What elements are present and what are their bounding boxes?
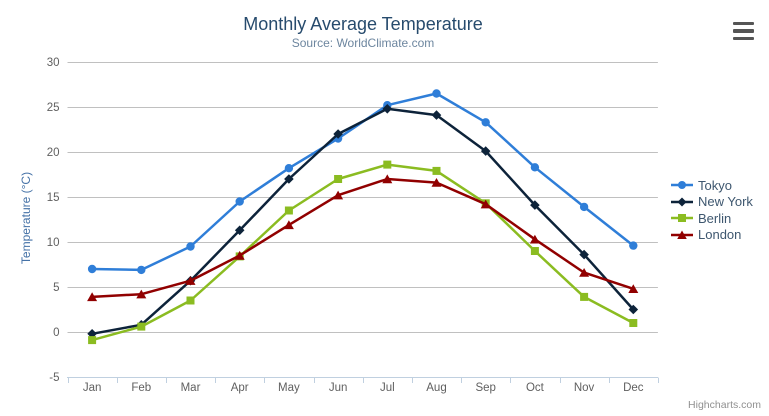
hamburger-menu-icon <box>733 29 754 33</box>
legend-item-new-york[interactable]: New York <box>671 194 753 211</box>
data-point-new-york[interactable] <box>333 129 343 139</box>
series-line-tokyo <box>90 92 635 272</box>
x-axis-tick-label: Jul <box>380 382 395 394</box>
x-axis-tick-label: Nov <box>574 382 595 394</box>
data-point-berlin[interactable] <box>137 322 146 331</box>
data-point-tokyo[interactable] <box>186 242 195 251</box>
y-axis-tick-label: 15 <box>47 192 60 204</box>
data-point-london[interactable] <box>185 276 196 285</box>
legend-item-tokyo[interactable]: Tokyo <box>671 177 753 194</box>
data-point-new-york[interactable] <box>628 304 639 315</box>
data-point-new-york[interactable] <box>530 200 540 210</box>
data-point-berlin[interactable] <box>334 175 343 183</box>
legend-item-label: Berlin <box>698 210 732 226</box>
y-axis-tick-label: 5 <box>53 282 59 294</box>
export-menu-button[interactable] <box>733 22 754 40</box>
x-axis-tick-label: Jan <box>83 382 102 394</box>
data-point-new-york[interactable] <box>431 110 442 120</box>
data-point-london[interactable] <box>333 190 344 200</box>
y-axis-tick-label: 0 <box>53 327 59 339</box>
y-axis-tick-label: 10 <box>47 237 60 249</box>
x-axis-tick-label: Aug <box>426 382 446 394</box>
data-point-new-york[interactable] <box>284 174 294 184</box>
data-point-tokyo[interactable] <box>432 89 441 98</box>
x-axis-tick-label: May <box>278 382 300 394</box>
chart-subtitle: Source: WorldClimate.com <box>291 36 435 50</box>
legend-marker-new-york-icon <box>671 197 693 207</box>
data-point-london[interactable] <box>529 234 540 244</box>
y-axis-tick-label: 30 <box>47 57 60 69</box>
data-point-berlin[interactable] <box>530 247 539 255</box>
series-line-london <box>90 177 635 299</box>
data-point-berlin[interactable] <box>284 206 293 215</box>
x-axis-tick-label: Sep <box>475 382 495 394</box>
data-point-tokyo[interactable] <box>579 202 589 212</box>
y-axis-tick-label: -5 <box>49 372 59 384</box>
data-point-berlin[interactable] <box>186 296 195 305</box>
data-point-tokyo[interactable] <box>530 163 540 172</box>
data-point-london[interactable] <box>480 199 491 209</box>
legend-item-label: Tokyo <box>698 177 732 193</box>
data-point-london[interactable] <box>382 174 393 184</box>
data-point-tokyo[interactable] <box>137 265 146 275</box>
x-axis-tick-label: Apr <box>231 382 249 394</box>
legend-marker-berlin-icon <box>671 214 693 223</box>
legend: Tokyo New York Berlin London <box>671 177 753 243</box>
data-point-berlin[interactable] <box>629 319 638 327</box>
data-point-berlin[interactable] <box>88 336 97 345</box>
data-point-tokyo[interactable] <box>235 197 244 206</box>
hamburger-menu-icon <box>733 22 754 26</box>
series-line-new-york <box>90 107 635 336</box>
y-axis-title: Temperature (°C) <box>19 172 33 264</box>
y-axis-tick-label: 25 <box>47 102 60 114</box>
data-point-berlin[interactable] <box>383 160 392 169</box>
chart-title: Monthly Average Temperature <box>243 14 483 34</box>
data-point-tokyo[interactable] <box>629 241 638 250</box>
data-point-berlin[interactable] <box>580 292 589 301</box>
data-point-new-york[interactable] <box>579 249 589 260</box>
legend-item-label: London <box>698 227 742 243</box>
y-axis-tick-label: 20 <box>47 147 60 159</box>
data-point-berlin[interactable] <box>432 166 441 175</box>
data-point-tokyo[interactable] <box>87 264 97 274</box>
x-axis-tick-label: Mar <box>181 382 201 394</box>
data-point-tokyo[interactable] <box>481 118 490 127</box>
data-point-london[interactable] <box>136 289 147 299</box>
credits-link[interactable]: Highcharts.com <box>688 399 761 411</box>
data-point-london[interactable] <box>431 178 442 187</box>
legend-marker-tokyo-icon <box>671 181 693 190</box>
legend-item-berlin[interactable]: Berlin <box>671 210 753 227</box>
data-point-new-york[interactable] <box>87 329 97 339</box>
data-point-london[interactable] <box>87 292 98 302</box>
data-point-london[interactable] <box>283 220 294 230</box>
data-point-new-york[interactable] <box>382 104 393 114</box>
data-point-london[interactable] <box>579 268 590 277</box>
x-axis-tick-label: Jun <box>329 382 348 394</box>
legend-item-london[interactable]: London <box>671 227 753 244</box>
hamburger-menu-icon <box>733 36 754 40</box>
data-point-london[interactable] <box>628 284 639 293</box>
legend-marker-london-icon <box>671 230 693 239</box>
legend-item-label: New York <box>698 194 753 210</box>
x-axis-tick-label: Dec <box>623 382 644 394</box>
data-point-new-york[interactable] <box>480 146 491 156</box>
x-axis-tick-label: Feb <box>131 382 151 394</box>
x-axis-tick-label: Oct <box>526 382 545 394</box>
data-point-new-york[interactable] <box>234 225 245 236</box>
series-line-berlin <box>90 163 635 342</box>
data-point-london[interactable] <box>234 250 245 260</box>
data-point-tokyo[interactable] <box>284 164 294 173</box>
